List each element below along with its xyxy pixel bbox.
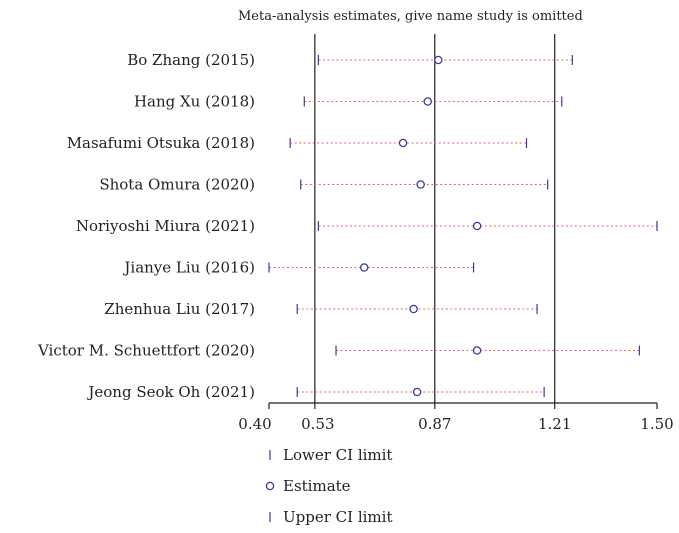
study-labels: Bo Zhang (2015) Hang Xu (2018) Masafumi Ot… xyxy=(37,51,255,401)
legend-lower-label: Lower CI limit xyxy=(283,446,392,464)
study-label: Bo Zhang (2015) xyxy=(127,51,255,69)
study-label: Zhenhua Liu (2017) xyxy=(104,300,255,318)
estimate-point xyxy=(412,387,422,397)
x-tick-label: 1.50 xyxy=(640,415,673,433)
study-label: Masafumi Otsuka (2018) xyxy=(67,134,255,152)
x-tick-label: 0.87 xyxy=(418,415,451,433)
x-tick-label: 0.40 xyxy=(238,415,271,433)
chart-title: Meta-analysis estimates, give name study… xyxy=(238,9,583,24)
legend-upper-label: Upper CI limit xyxy=(283,508,392,526)
estimate-point xyxy=(359,263,369,272)
estimate-point xyxy=(434,55,443,65)
x-tick-label: 1.21 xyxy=(538,415,571,433)
estimate-point xyxy=(423,97,432,106)
study-label: Noriyoshi Miura (2021) xyxy=(76,217,255,235)
study-label: Shota Omura (2020) xyxy=(99,176,255,194)
study-label: Victor M. Schuettfort (2020) xyxy=(37,342,255,360)
x-tick-label: 0.53 xyxy=(301,415,334,433)
legend-estimate-label: Estimate xyxy=(283,477,351,495)
estimate-point xyxy=(472,221,482,231)
estimate-point xyxy=(416,180,425,189)
estimate-point xyxy=(472,346,482,355)
study-label: Jeong Seok Oh (2021) xyxy=(86,383,255,401)
reference-lines xyxy=(314,34,556,403)
study-label: Jianye Liu (2016) xyxy=(122,259,255,277)
estimate-point xyxy=(409,304,418,314)
legend: Lower CI limit Estimate Upper CI limit xyxy=(265,446,392,526)
ci-lines xyxy=(268,55,658,397)
study-label: Hang Xu (2018) xyxy=(134,93,255,111)
legend-estimate-symbol xyxy=(265,481,275,491)
x-axis: 0.40 0.53 0.87 1.21 1.50 xyxy=(238,402,674,433)
estimate-point xyxy=(398,138,408,148)
